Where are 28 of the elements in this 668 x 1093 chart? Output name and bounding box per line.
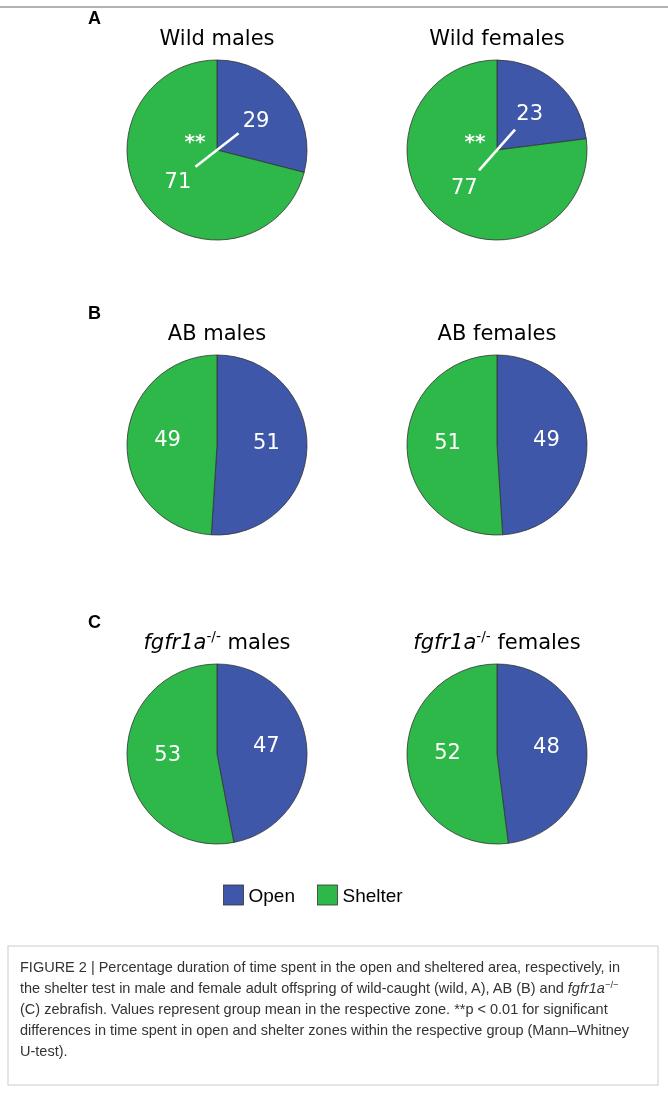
chart-title: fgfr1a$^{-/-}$ females — [413, 628, 581, 654]
chart-title: AB females — [437, 321, 557, 345]
data-label: 47 — [252, 732, 280, 757]
data-label: 53 — [154, 742, 182, 767]
text: C — [88, 612, 101, 632]
pie-slice — [126, 59, 305, 241]
legend-label: Shelter — [342, 885, 404, 906]
data-label: 49 — [533, 426, 560, 451]
chart-title: Wild males — [159, 26, 275, 50]
chart-title: Wild females — [429, 26, 565, 50]
data-label: 52 — [434, 740, 461, 765]
data-label: 51 — [434, 429, 461, 454]
text: ** — [464, 129, 486, 153]
data-label: 49 — [154, 426, 181, 451]
data-label: 51 — [253, 429, 280, 454]
text: B — [88, 303, 101, 323]
chart-title: AB males — [167, 321, 267, 345]
data-label: 23 — [516, 101, 544, 126]
chart-title: fgfr1a$^{-/-}$ males — [143, 628, 291, 654]
data-label: 48 — [533, 734, 560, 759]
pie-slice — [406, 59, 588, 241]
data-label: 77 — [450, 175, 478, 200]
data-label: 29 — [242, 108, 270, 133]
legend-label: Open — [248, 885, 295, 906]
data-label: 71 — [164, 168, 192, 193]
text: ** — [184, 129, 206, 153]
text: A — [88, 8, 101, 28]
text: FIGURE 2 | Percentage duration of time spent in the open and sheltered area, respectively, in the shelter test in male and female adult offspring of wild-caught (wild, A), AB (B) and fgfr1a$^{−/−}$ (C) zebrafish. Values represent group mean in the respective zone. **p < 0.01 for significant differences in time spent in open and shelter zones within the respective group (Mann–Whitney U-test). — [20, 959, 630, 1059]
